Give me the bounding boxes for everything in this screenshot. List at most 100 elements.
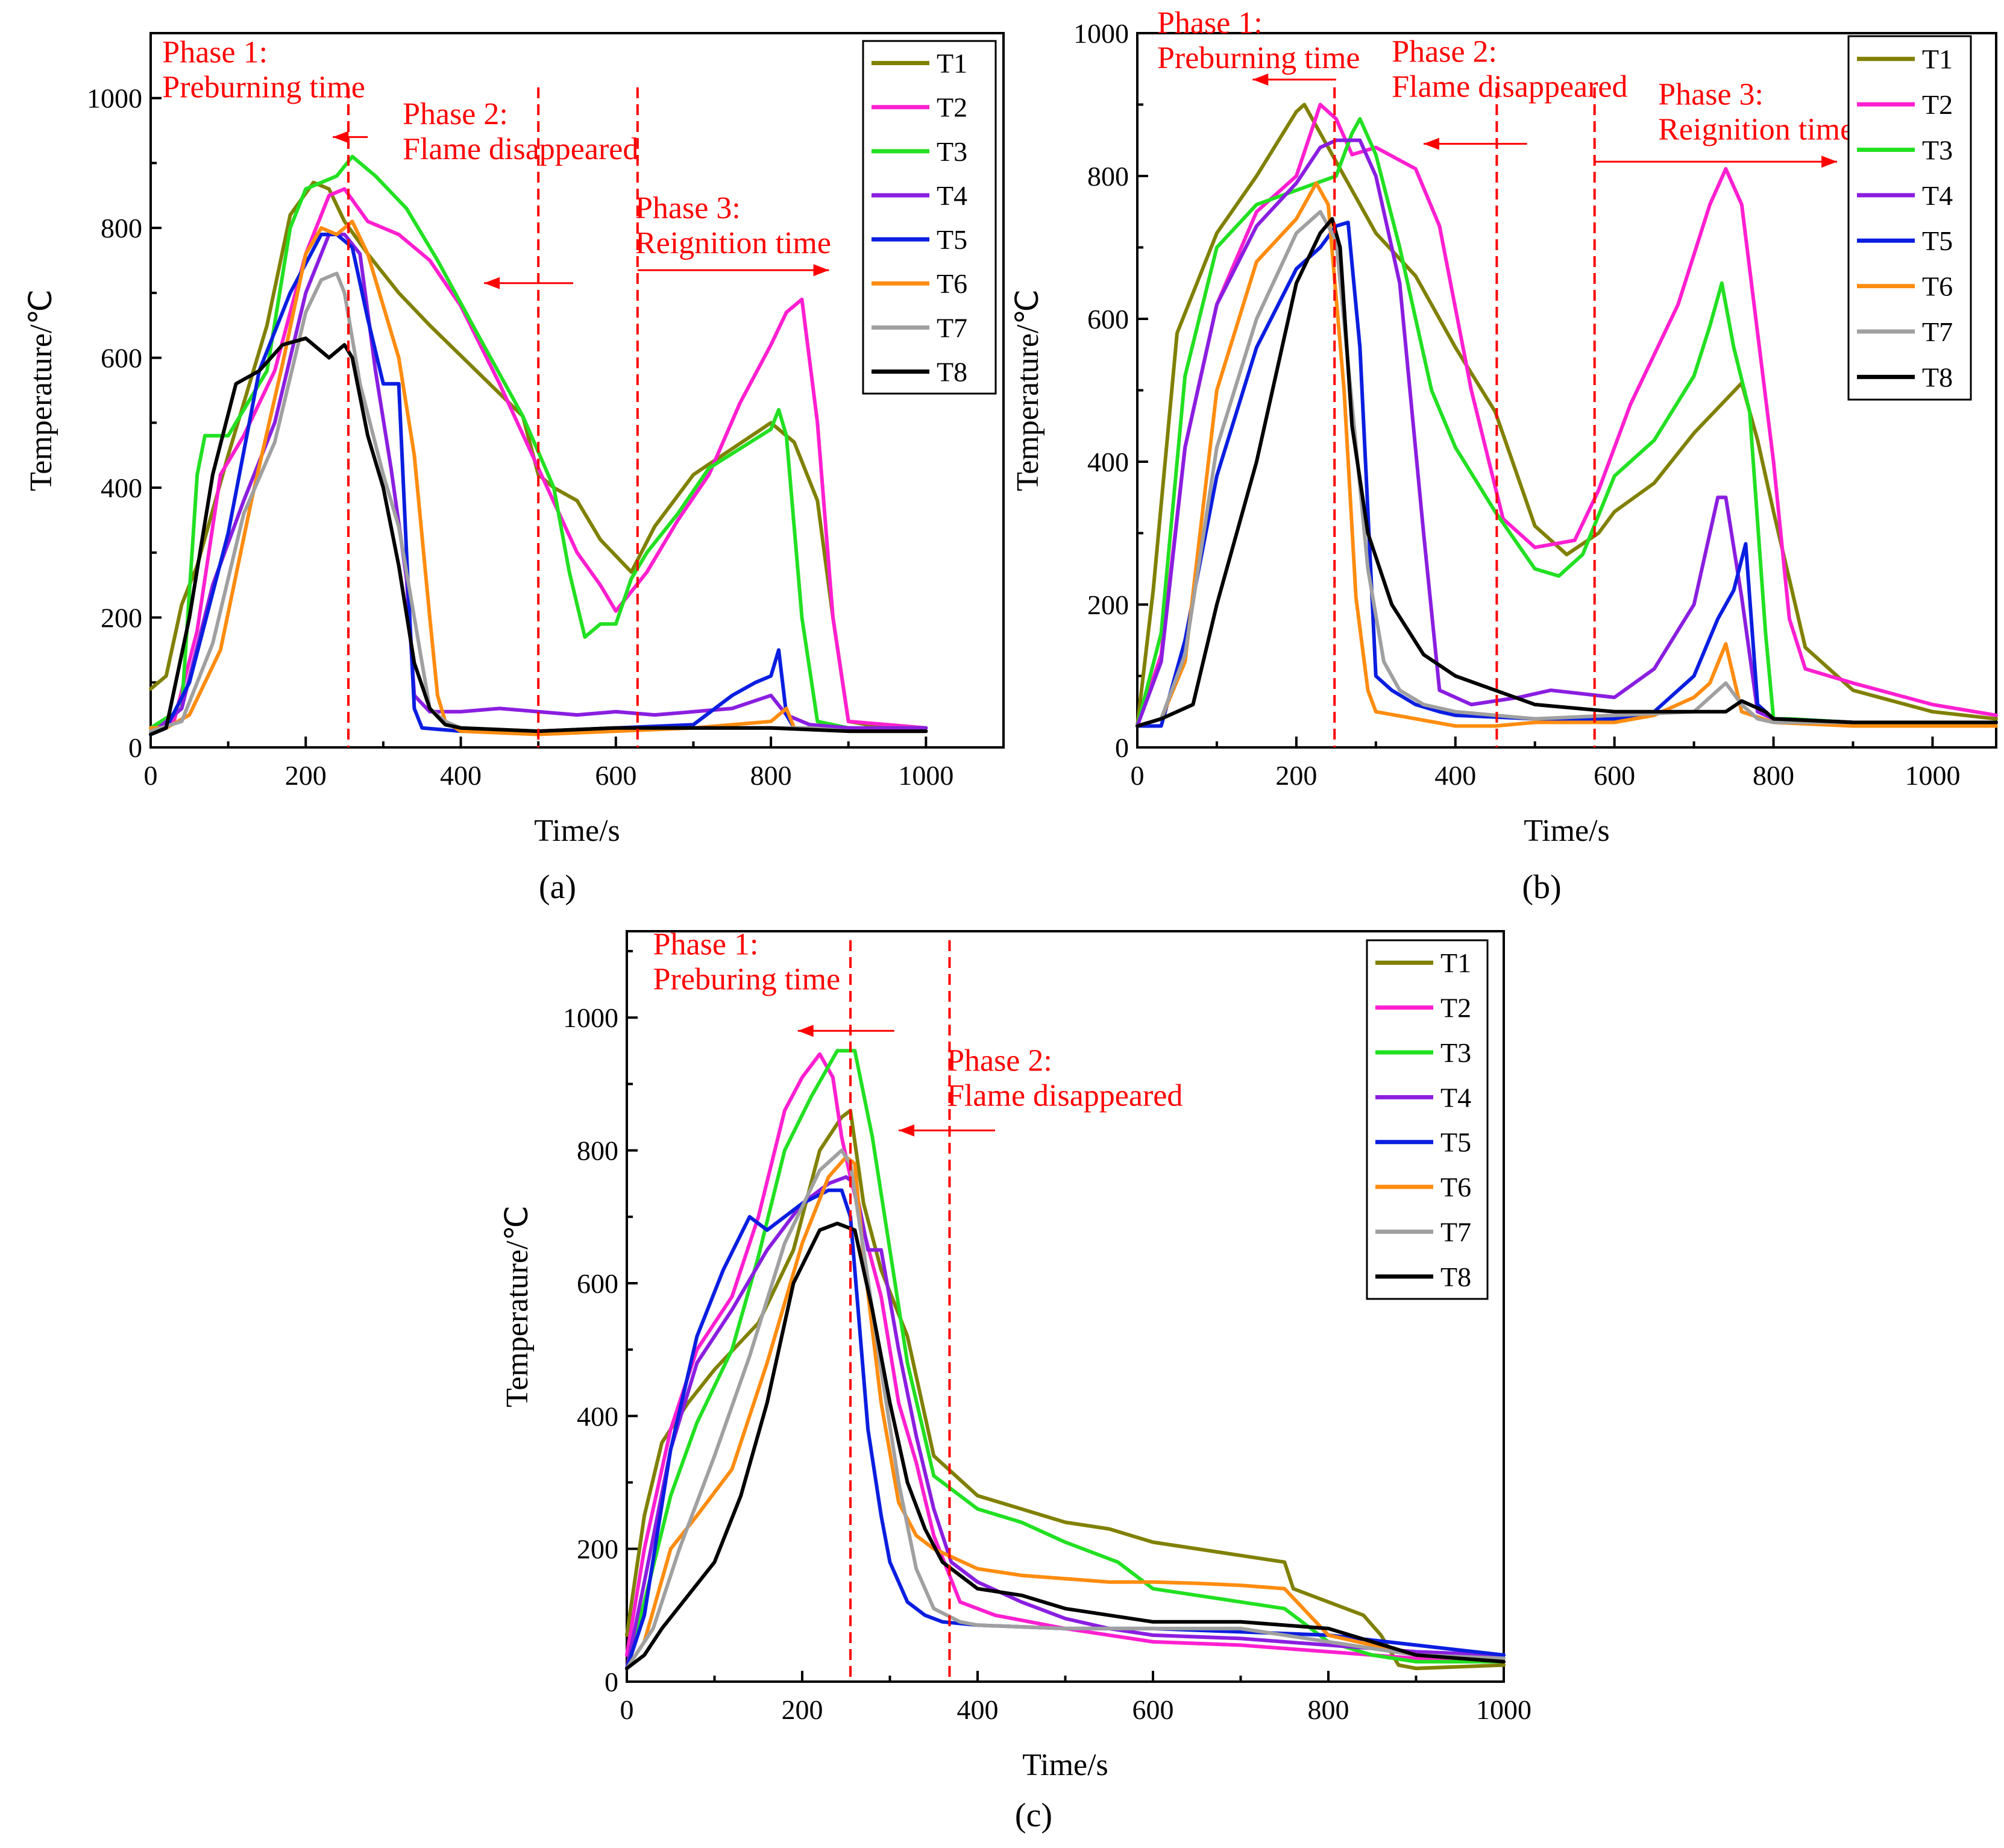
legend-label-t3: T3 — [937, 136, 967, 167]
legend-label-t7: T7 — [937, 312, 967, 343]
legend-label-t7: T7 — [1440, 1216, 1471, 1247]
chart-panel-a: 0 200 400 600 800 1000 0 200 400 600 800 1000 Time/s… — [24, 32, 1005, 906]
x-tick-label: 1000 — [1905, 760, 1960, 791]
phase-arrow-head — [484, 277, 500, 289]
legend-label-t5: T5 — [1922, 225, 1953, 256]
series-line-t6 — [149, 219, 928, 737]
legend — [862, 40, 997, 395]
x-axis-label: Time/s — [1022, 1748, 1108, 1782]
legend-label-t3: T3 — [1922, 134, 1953, 165]
phase-annotation: Reignition time — [635, 226, 831, 260]
legend-label-t1: T1 — [1922, 44, 1953, 75]
x-axis-label: Time/s — [1524, 814, 1610, 848]
series-line-t1 — [625, 1108, 1506, 1670]
x-tick-label: 1000 — [898, 760, 953, 791]
x-tick-label: 200 — [1275, 760, 1317, 791]
x-tick-label: 0 — [1131, 760, 1145, 791]
y-tick-label: 800 — [1087, 161, 1129, 192]
y-tick-label: 600 — [1087, 304, 1129, 335]
phase-annotation: Flame disappeared — [403, 132, 638, 166]
phase-annotation: Phase 3: — [1658, 78, 1764, 112]
phase-annotation: Reignition time — [1658, 113, 1854, 147]
y-axis-label: Temperature/℃ — [24, 289, 58, 491]
y-tick-label: 200 — [577, 1534, 618, 1565]
legend-label-t3: T3 — [1440, 1037, 1471, 1068]
y-tick-label: 800 — [101, 213, 142, 244]
phase-annotation: Flame disappeared — [1392, 69, 1627, 104]
x-tick-label: 400 — [957, 1694, 999, 1725]
legend-label-t5: T5 — [937, 224, 967, 255]
y-tick-label: 600 — [577, 1268, 618, 1299]
phase-annotation: Phase 1: — [653, 928, 759, 962]
legend-label-t1: T1 — [937, 48, 967, 79]
plot-frame — [149, 32, 1005, 749]
phase-arrow-head — [813, 264, 829, 277]
series-line-t7 — [625, 1148, 1506, 1670]
y-axis-label: Temperature/℃ — [500, 1205, 535, 1407]
chart-panel-c: 0 200 400 600 800 1000 0 200 400 600 800 1000 Time/s… — [500, 928, 1531, 1834]
x-tick-label: 0 — [620, 1694, 634, 1725]
legend-label-t2: T2 — [1440, 993, 1471, 1023]
y-tick-label: 0 — [605, 1667, 618, 1697]
y-tick-label: 400 — [1087, 447, 1129, 477]
panel-label: (b) — [1522, 869, 1561, 906]
legend-label-t8: T8 — [937, 356, 967, 387]
phase-arrow-head — [1821, 156, 1838, 168]
phase-arrow-head — [1252, 74, 1269, 86]
panel-label: (a) — [539, 869, 576, 906]
phase-annotation: Preburning time — [162, 70, 365, 104]
y-tick-label: 400 — [101, 473, 142, 503]
x-tick-label: 400 — [440, 760, 482, 791]
y-tick-label: 1000 — [87, 83, 142, 114]
series-line-t6 — [1135, 181, 1998, 728]
y-tick-label: 0 — [1115, 732, 1129, 763]
y-tick-label: 200 — [1087, 589, 1129, 620]
chart-panel-b: 0 200 400 600 800 1000 0 200 400 600 800 1000 Time/s… — [1011, 6, 1998, 906]
phase-annotation: Preburning time — [1157, 41, 1360, 75]
y-tick-label: 600 — [101, 343, 142, 374]
phase-arrow-head — [899, 1124, 915, 1137]
x-tick-label: 600 — [595, 760, 636, 791]
legend-label-t2: T2 — [937, 92, 967, 123]
legend-label-t4: T4 — [937, 180, 967, 211]
y-tick-label: 400 — [577, 1401, 618, 1432]
x-tick-label: 800 — [1308, 1694, 1349, 1725]
x-tick-label: 600 — [1132, 1694, 1174, 1725]
y-tick-label: 1000 — [563, 1002, 618, 1033]
series-line-t5 — [149, 233, 928, 737]
series-line-t5 — [1135, 221, 1998, 728]
legend-label-t4: T4 — [1922, 180, 1953, 211]
x-tick-label: 800 — [1753, 760, 1794, 791]
phase-annotation: Phase 2: — [403, 97, 508, 131]
phase-annotation: Phase 2: — [947, 1043, 1052, 1078]
legend-label-t6: T6 — [1440, 1172, 1471, 1202]
phase-arrow-head — [333, 131, 349, 143]
legend-label-t8: T8 — [1922, 362, 1953, 392]
x-tick-label: 1000 — [1476, 1694, 1531, 1725]
legend-label-t6: T6 — [937, 268, 967, 299]
x-tick-label: 400 — [1434, 760, 1476, 791]
y-tick-label: 800 — [577, 1136, 618, 1166]
phase-annotation: Phase 1: — [162, 35, 268, 69]
series-line-t8 — [625, 1221, 1506, 1670]
y-tick-label: 0 — [128, 732, 142, 763]
series-line-t4 — [149, 233, 928, 737]
legend — [1847, 35, 1972, 401]
y-tick-label: 1000 — [1073, 18, 1129, 49]
legend-label-t2: T2 — [1922, 89, 1953, 120]
series-line-t1 — [149, 180, 928, 730]
x-tick-label: 200 — [285, 760, 327, 791]
series-line-t4 — [625, 1175, 1506, 1670]
series-line-t7 — [1135, 210, 1998, 728]
x-tick-label: 800 — [750, 760, 792, 791]
phase-annotation: Phase 2: — [1392, 34, 1497, 69]
x-tick-label: 600 — [1594, 760, 1635, 791]
legend-label-t8: T8 — [1440, 1262, 1471, 1292]
series-line-t3 — [149, 154, 928, 730]
phase-annotation: Preburing time — [653, 963, 841, 997]
legend-label-t7: T7 — [1922, 316, 1953, 347]
phase-annotation: Phase 3: — [635, 191, 741, 225]
x-tick-label: 0 — [144, 760, 158, 791]
series-line-t3 — [625, 1049, 1506, 1670]
